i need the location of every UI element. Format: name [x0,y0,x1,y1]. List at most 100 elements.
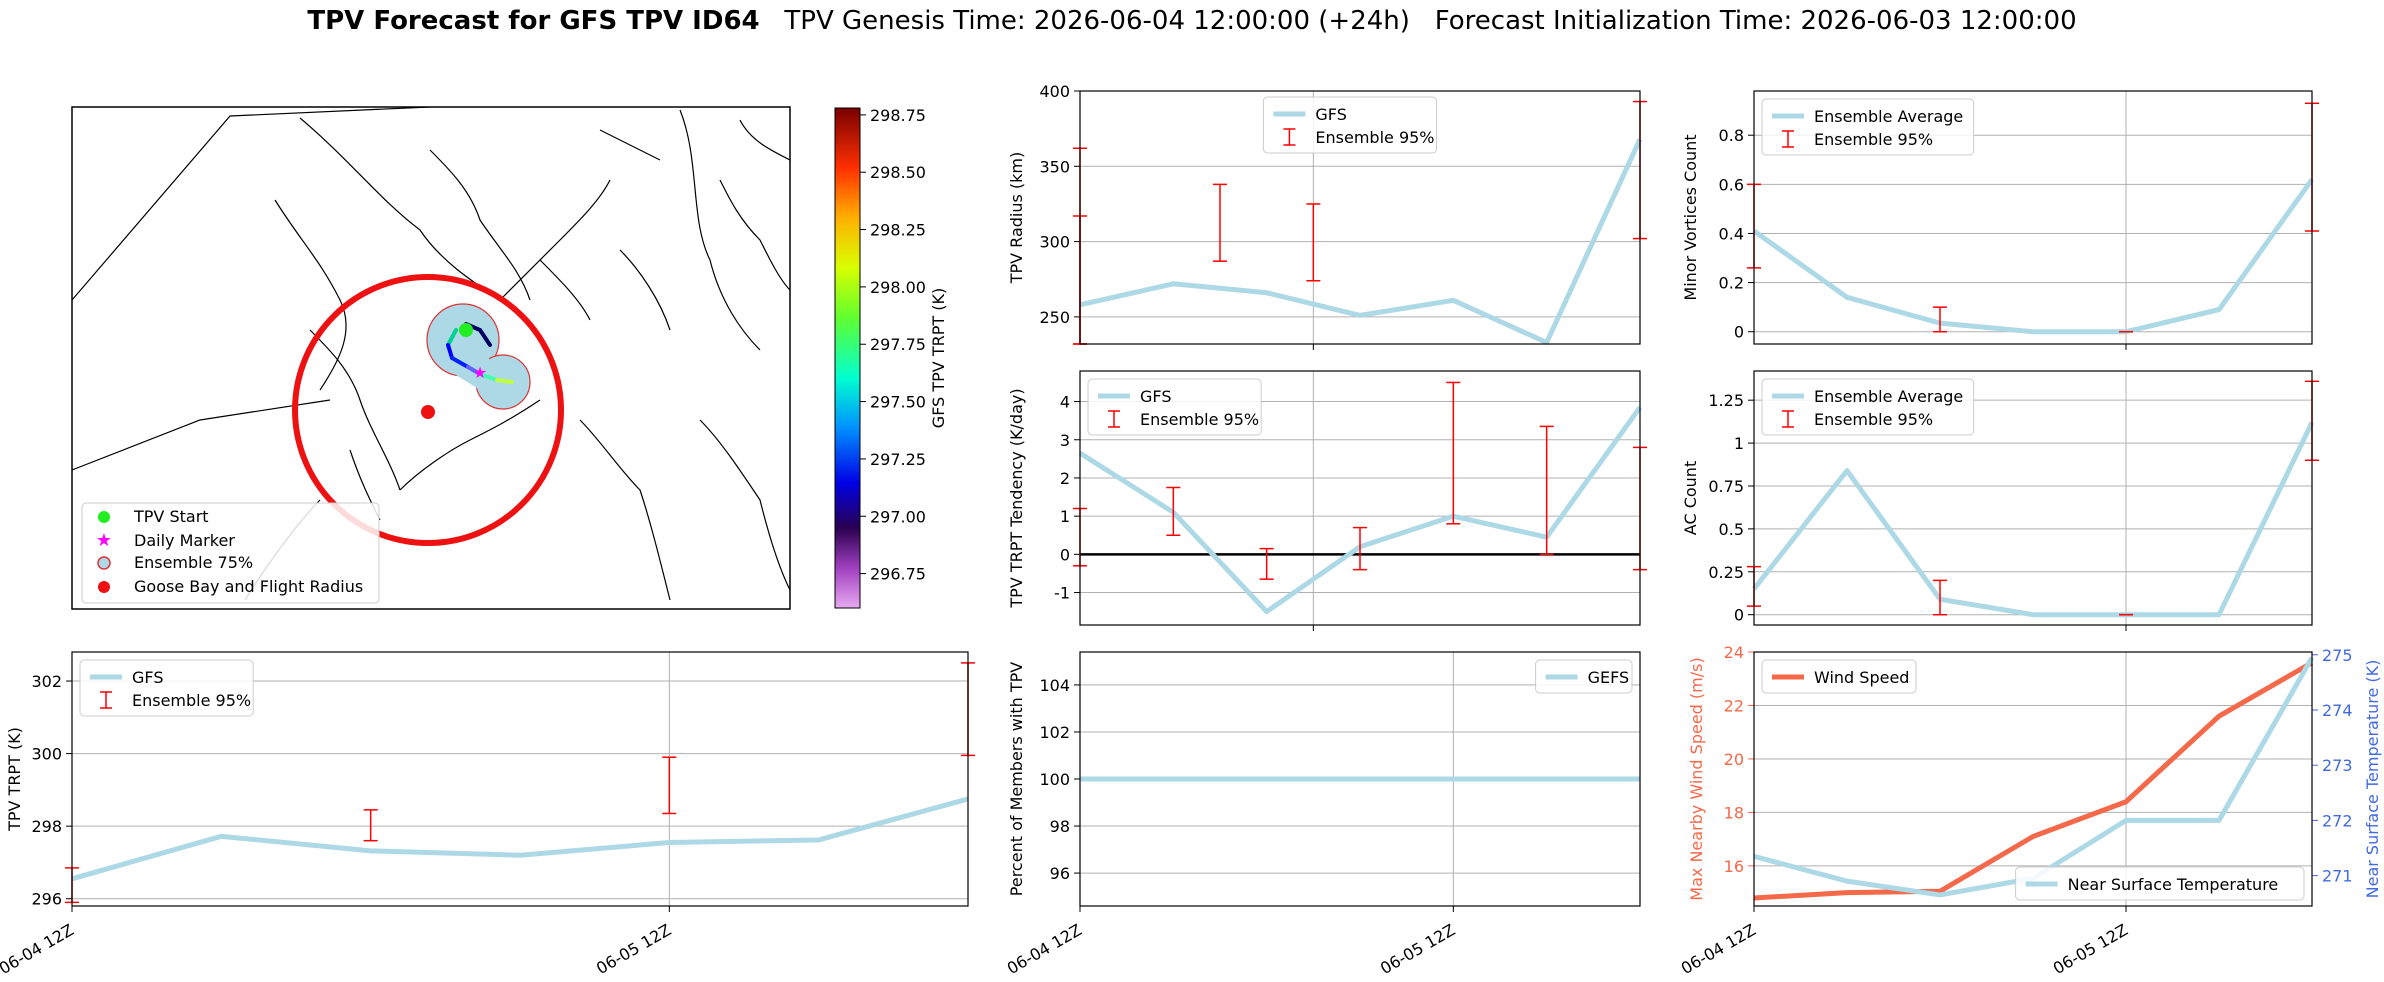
plot-frame [1753,90,2313,345]
chart-legend: Ensemble Average Ensemble 95% [1761,98,1975,156]
legend-box [1761,659,1917,694]
colorbar-tick-label: 297.75 [870,335,926,354]
tendency-chart: -1 0 1 2 3 4 TPV TRPT Tendency (K/day) GFS Ensem… [1007,370,1647,631]
colorbar-label: GFS TPV TRPT (K) [929,288,948,428]
y-tick-label: 298 [31,817,62,836]
errorbar [1446,381,1461,525]
errorbar [662,756,677,815]
y-tick-label: 400 [1039,82,1070,101]
y-tick-label: 98 [1050,817,1070,836]
legend-label: GFS [1315,105,1346,124]
x-tick-label: 06-05 12Z [1377,920,1458,978]
y-tick-label: 350 [1039,157,1070,176]
series-line-0 [1752,421,2315,618]
series-line-0 [1079,138,1643,345]
plot-frame [71,651,969,907]
y-tick-label: 0.5 [1719,520,1744,539]
legend-label: Wind Speed [1814,668,1909,687]
y-axis-label: Minor Vortices Count [1681,134,1700,300]
legend-box [1262,96,1438,154]
y2-tick-label: 274 [2322,701,2353,720]
errorbar [1306,203,1321,282]
y-tick-label: 300 [1039,233,1070,252]
legend-label: GEFS [1588,668,1630,687]
percent-chart: 96 98 100 102 104 06-04 12Z 06-05 12Z Percent o… [1004,651,1641,978]
y2-tick-label: 271 [2322,867,2353,886]
errorbar [1353,526,1367,571]
errorbar [1933,306,1947,333]
y-tick-label: 302 [31,672,62,691]
chart-legend: Wind Speed [1761,659,1917,694]
y-tick-label: 0 [1734,606,1744,625]
y-tick-label: 0.8 [1719,126,1744,145]
legend-label: Ensemble 95% [1140,410,1259,429]
x-tick-label: 06-04 12Z [1678,920,1759,978]
chart-legend: GFS Ensemble 95% [1262,96,1438,154]
title-bold: TPV Forecast for GFS TPV ID64 [307,6,760,36]
y-tick-label: 100 [1039,770,1070,789]
y-tick-label: 20 [1724,750,1744,769]
y-tick-label: 0.2 [1719,274,1744,293]
plot-frame [1079,90,1641,345]
legend-box [2015,866,2305,901]
radius-chart: 250 300 350 400 TPV Radius (km) GFS Ensemble 9… [1007,82,1647,350]
legend-label: Ensemble 95% [1315,128,1434,147]
colorbar-tick-label: 298.00 [870,278,926,297]
series-line-0 [71,796,969,882]
wind-temp-chart: 16 18 20 22 24 271 272 273 274 275 06-04 12Z 06-05 … [1678,643,2382,978]
legend-box [1535,659,1633,694]
title-genesis: TPV Genesis Time: 2026-06-04 12:00:00 (+… [784,6,1410,36]
y2-axis-label: Near Surface Temperature (K) [2363,660,2382,899]
legend-label: Ensemble Average [1814,107,1963,126]
y2-tick-label: 273 [2322,756,2353,775]
legend-errorbar-swatch [1782,130,1794,148]
plot-frame [1079,370,1641,626]
colorbar-tick-label: 298.25 [870,221,926,240]
figure-title: TPV Forecast for GFS TPV ID64 TPV Genesi… [0,6,2384,36]
legend-errorbar-swatch [1782,410,1794,428]
chart-legend: GFS Ensemble 95% [79,659,254,717]
y-tick-label: 0.4 [1719,224,1744,243]
flight-radius-circle [292,274,564,546]
legend-errorbar-swatch [100,691,112,709]
minor-vortices-chart: 0 0.2 0.4 0.6 0.8 Minor Vortices Count Ensembl… [1681,90,2319,350]
y-tick-label: 296 [31,890,62,909]
plot-frame [1079,651,1641,907]
legend-errorbar-swatch [1283,128,1296,146]
errorbar [1539,425,1554,556]
y-tick-label: 250 [1039,308,1070,327]
chart-legend: GEFS [1535,659,1633,694]
y-axis-label: TPV Radius (km) [1007,152,1026,285]
x-tick-label: 06-05 12Z [2050,920,2131,978]
map-legend: ★ TPV Start Daily Marker Ensemble 75% Go… [81,502,380,604]
legend-box [79,659,254,717]
plot-frame [1753,651,2313,907]
y-tick-label: 3 [1060,431,1070,450]
y-axis-label: Percent of Members with TPV [1007,662,1026,896]
legend-label: Ensemble 95% [1814,130,1933,149]
chart-legend: GFS Ensemble 95% [1087,378,1262,436]
legend-label: Ensemble 95% [132,691,251,710]
y-tick-label: -1 [1054,584,1070,603]
legend-label: GFS [1140,387,1171,406]
colorbar-tick-label: 298.75 [870,106,926,125]
x-tick-label: 06-05 12Z [593,920,674,978]
x-tick-label: 06-04 12Z [0,920,77,978]
ensemble-75-region [426,303,531,410]
errorbar [1933,579,1947,616]
y-tick-label: 4 [1060,393,1070,412]
y-axis-label: TPV TRPT (K) [5,727,24,832]
y-tick-label: 0.6 [1719,175,1744,194]
y-axis-label: AC Count [1681,461,1700,535]
errorbar [1166,486,1181,536]
series-line-0 [1753,660,2314,901]
legend-tpv-start: TPV Start [133,507,209,526]
legend-label: Ensemble 95% [1814,410,1933,429]
y-axis-label: TPV TRPT Tendency (K/day) [1007,388,1026,608]
y-tick-label: 0.25 [1708,563,1744,582]
y-tick-label: 0.75 [1708,477,1744,496]
legend-label: Ensemble Average [1814,387,1963,406]
y-tick-label: 1.25 [1708,391,1744,410]
x-tick-label: 06-04 12Z [1004,920,1085,978]
colorbar-tick-label: 297.50 [870,393,926,412]
